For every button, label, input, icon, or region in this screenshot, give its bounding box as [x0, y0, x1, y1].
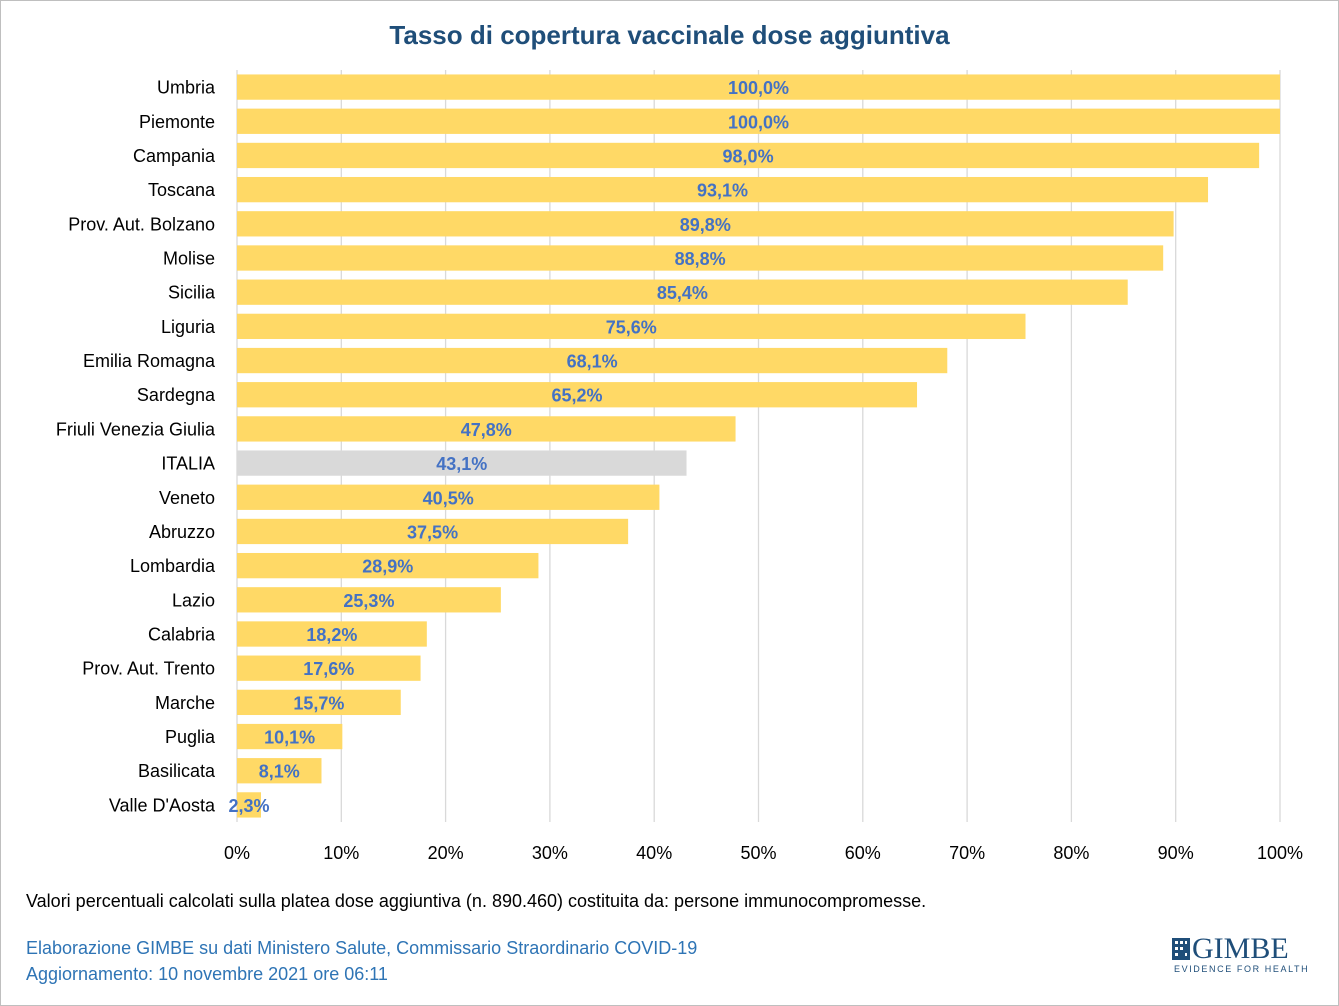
update-timestamp: Aggiornamento: 10 novembre 2021 ore 06:1…	[26, 964, 388, 984]
x-tick-label: 30%	[532, 843, 568, 863]
category-label: Prov. Aut. Trento	[82, 659, 215, 679]
data-label: 17,6%	[303, 659, 354, 679]
bar	[237, 347, 948, 374]
data-label: 47,8%	[461, 420, 512, 440]
bar	[237, 518, 629, 545]
data-label: 100,0%	[728, 112, 789, 132]
category-label: Marche	[155, 693, 215, 713]
data-label: 85,4%	[657, 283, 708, 303]
bar	[237, 587, 501, 613]
category-label: Campania	[133, 146, 216, 166]
category-label: Friuli Venezia Giulia	[56, 419, 216, 439]
category-label: ITALIA	[161, 454, 215, 474]
data-label: 65,2%	[551, 386, 602, 406]
data-label: 68,1%	[567, 352, 618, 372]
bar	[237, 108, 1280, 134]
logo-tagline: EVIDENCE FOR HEALTH	[1174, 964, 1310, 974]
bar	[237, 74, 1280, 100]
category-label: Toscana	[148, 180, 216, 200]
bar	[237, 313, 1026, 340]
source-text: Elaborazione GIMBE su dati Ministero Sal…	[26, 938, 698, 958]
bar	[237, 621, 427, 647]
category-label: Sicilia	[168, 283, 216, 303]
data-label: 25,3%	[343, 591, 394, 611]
data-label: 2,3%	[228, 796, 269, 816]
category-label: Piemonte	[139, 112, 215, 132]
bar	[237, 245, 1164, 271]
category-label: Basilicata	[138, 761, 216, 781]
footnote: Valori percentuali calcolati sulla plate…	[26, 891, 927, 911]
x-tick-label: 10%	[323, 843, 359, 863]
gimbe-logo: GIMBE EVIDENCE FOR HEALTH	[1172, 932, 1314, 976]
data-label: 40,5%	[423, 488, 474, 508]
bar	[237, 723, 343, 750]
category-label: Umbria	[157, 78, 216, 98]
bar	[237, 450, 687, 476]
bar	[237, 279, 1128, 305]
data-label: 8,1%	[259, 762, 300, 782]
data-label: 89,8%	[680, 215, 731, 235]
bar	[237, 655, 421, 681]
x-tick-label: 50%	[740, 843, 776, 863]
x-tick-label: 100%	[1257, 843, 1303, 863]
data-label: 100,0%	[728, 78, 789, 98]
category-label: Lombardia	[130, 556, 216, 576]
data-label: 93,1%	[697, 181, 748, 201]
category-label: Molise	[163, 249, 215, 269]
category-label: Sardegna	[137, 385, 216, 405]
chart-title: Tasso di copertura vaccinale dose aggiun…	[389, 20, 950, 50]
bar	[237, 416, 736, 442]
data-label: 28,9%	[362, 557, 413, 577]
category-label: Veneto	[159, 488, 215, 508]
bar	[237, 689, 401, 716]
category-label: Lazio	[172, 590, 215, 610]
x-tick-label: 60%	[845, 843, 881, 863]
x-tick-label: 40%	[636, 843, 672, 863]
x-tick-label: 20%	[428, 843, 464, 863]
category-label: Emilia Romagna	[83, 351, 216, 371]
x-tick-label: 70%	[949, 843, 985, 863]
x-tick-label: 0%	[224, 843, 250, 863]
bar-chart: 0% 10% 20% 30% 40% 50% 60% 70% 80% 90% 100% Umbria 1…	[56, 70, 1303, 863]
logo-wordmark: GIMBE	[1192, 932, 1289, 965]
data-label: 15,7%	[293, 693, 344, 713]
bar	[237, 211, 1174, 237]
bar	[237, 484, 660, 510]
bar	[237, 382, 918, 408]
data-label: 37,5%	[407, 522, 458, 542]
gimbe-logo-icon	[1172, 938, 1190, 960]
x-tick-label: 90%	[1158, 843, 1194, 863]
category-label: Liguria	[161, 317, 216, 337]
category-label: Prov. Aut. Bolzano	[68, 214, 215, 234]
category-label: Calabria	[148, 625, 216, 645]
category-label: Valle D'Aosta	[109, 795, 216, 815]
data-label: 10,1%	[264, 728, 315, 748]
bar	[237, 142, 1260, 169]
data-label: 43,1%	[436, 454, 487, 474]
data-label: 18,2%	[306, 625, 357, 645]
bar	[237, 176, 1209, 203]
category-label: Abruzzo	[149, 522, 215, 542]
bar	[237, 552, 539, 579]
bar	[237, 792, 261, 818]
data-label: 98,0%	[723, 146, 774, 166]
data-label: 88,8%	[675, 249, 726, 269]
category-label: Puglia	[165, 727, 216, 747]
x-tick-label: 80%	[1053, 843, 1089, 863]
data-label: 75,6%	[606, 317, 657, 337]
bar	[237, 758, 322, 784]
